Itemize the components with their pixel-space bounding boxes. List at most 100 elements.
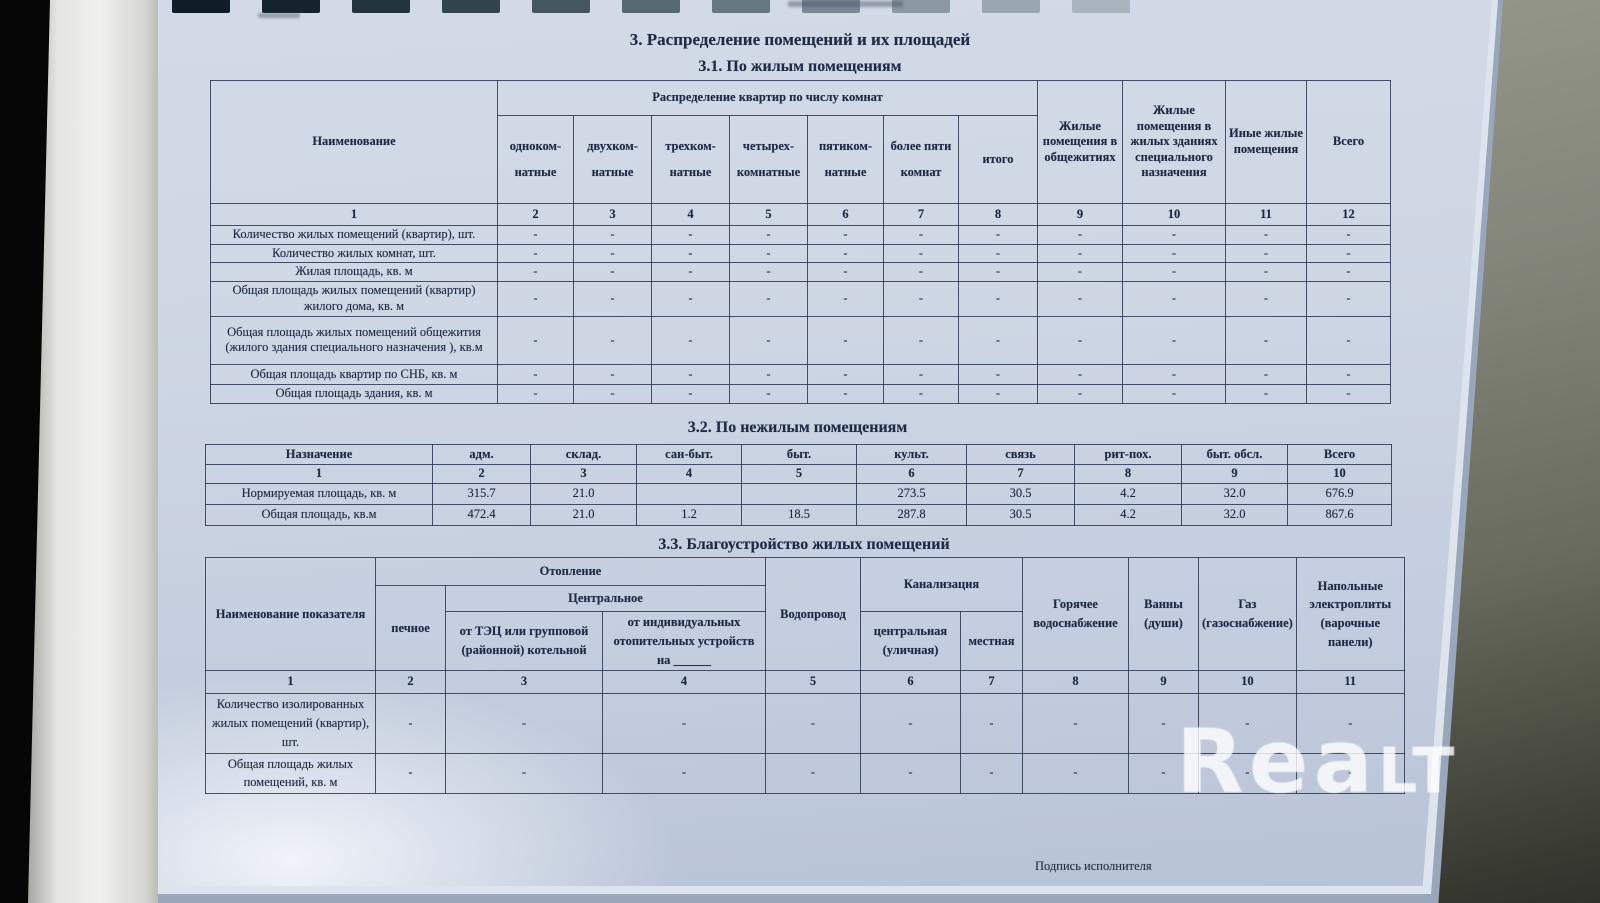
cutoff-cell-box — [532, 0, 590, 13]
data-cell: 32.0 — [1181, 503, 1288, 526]
data-cell: - — [573, 225, 652, 245]
data-cell: - — [1306, 225, 1391, 245]
data-cell: 18.5 — [741, 503, 857, 526]
col-header-cultural: культ. — [856, 444, 967, 465]
table-row: Назначение адм. склад. сан-быт. быт. культ. св… — [205, 444, 1392, 465]
col-header-individual-heating: от индивидуальных отопительных устройств… — [602, 610, 766, 672]
realt-watermark: Realt — [1176, 715, 1459, 808]
header-cell: 11 — [1295, 670, 1405, 695]
table-row: 1 2 3 4 5 6 7 8 9 10 11 — [205, 670, 1405, 695]
header-cell: 7 — [883, 203, 959, 226]
header-cell: 1 — [205, 464, 433, 484]
data-cell: - — [765, 752, 861, 794]
illegible-text-fragment — [788, 1, 903, 7]
data-cell: - — [573, 383, 652, 404]
header-cell: 10 — [1122, 203, 1226, 226]
data-cell: 315.7 — [432, 482, 531, 505]
col-header-chp-boiler: от ТЭЦ или групповой (районной) котельно… — [445, 610, 603, 672]
table-row: Количество жилых комнат, шт. - - - - - - - - - - - — [210, 243, 1391, 264]
data-cell: - — [573, 243, 652, 264]
data-cell: - — [445, 752, 603, 794]
col-header-total: Всего — [1306, 80, 1391, 204]
table-3-3-amenities: Наименование показателя Отопление Водопров… — [205, 556, 1405, 794]
data-cell: - — [1037, 262, 1123, 282]
group-header-heating: Отопление — [375, 557, 766, 586]
data-cell: - — [960, 693, 1023, 754]
watermark-text-right: lt — [1377, 710, 1460, 813]
col-header-dormitory: Жилые помещения в общежитиях — [1037, 80, 1123, 204]
data-cell: 32.0 — [1181, 482, 1288, 505]
data-cell: - — [807, 280, 884, 317]
data-cell: - — [807, 315, 884, 365]
data-cell: - — [958, 383, 1038, 404]
data-cell: - — [729, 262, 808, 282]
header-cell: 6 — [856, 464, 967, 484]
cutoff-cell-box — [712, 0, 770, 13]
header-cell: 3 — [530, 464, 637, 484]
data-cell: 273.5 — [856, 482, 967, 505]
data-cell: - — [1022, 752, 1129, 794]
table-row: Жилая площадь, кв. м----------- — [210, 262, 1391, 282]
data-cell: - — [807, 243, 884, 264]
group-header-room-distribution: Распределение квартир по числу комнат — [497, 80, 1038, 116]
header-cell: 8 — [958, 203, 1038, 226]
table-row: Общая площадь жилых помещений (квартир) … — [210, 280, 1391, 317]
data-cell: - — [960, 752, 1023, 794]
cutoff-cell-box — [442, 0, 500, 13]
watermark-text-left: Rea — [1176, 710, 1378, 813]
data-cell: - — [651, 363, 730, 385]
table-row: Наименование показателя Отопление Водопров… — [205, 556, 1405, 672]
group-header-central-heating: Центральное — [445, 585, 766, 612]
data-cell: - — [651, 262, 730, 282]
col-header-warehouse: склад. — [530, 444, 637, 465]
data-cell: - — [1225, 243, 1307, 264]
table-row: 1 2 3 4 5 6 7 8 9 10 11 12 — [210, 203, 1391, 226]
data-cell: - — [883, 383, 959, 404]
col-header-name: Наименование — [210, 80, 498, 204]
data-cell: - — [1037, 363, 1123, 385]
data-cell: - — [573, 363, 652, 385]
header-cell: 8 — [1022, 670, 1129, 695]
data-cell: - — [1037, 243, 1123, 264]
header-cell: 4 — [651, 203, 730, 226]
col-header-subtotal: итого — [958, 115, 1038, 204]
data-cell: - — [573, 315, 652, 365]
header-cell: 12 — [1306, 203, 1391, 226]
header-cell: 2 — [497, 203, 574, 226]
header-cell: 6 — [860, 670, 961, 695]
col-header-1room: одноком-натные — [497, 115, 574, 204]
data-cell: - — [1225, 225, 1307, 245]
data-cell: - — [497, 262, 574, 282]
cutoff-cell-box — [262, 0, 320, 13]
data-cell: - — [729, 225, 808, 245]
header-cell: 8 — [1074, 464, 1182, 484]
header-cell: 9 — [1037, 203, 1123, 226]
col-header-sanitary: сан-быт. — [636, 444, 742, 465]
data-cell: 4.2 — [1074, 482, 1182, 505]
table32-subtitle: 3.2. По нежилым помещениям — [687, 419, 908, 436]
data-cell: - — [883, 363, 959, 385]
data-cell: 676.9 — [1287, 482, 1392, 505]
col-header-central-street: центральная (уличная) — [860, 610, 961, 672]
row-label: Количество жилых помещений (квартир), шт… — [210, 225, 498, 245]
cutoff-cell-box — [352, 0, 410, 13]
data-cell: - — [1122, 363, 1226, 385]
data-cell: - — [807, 262, 884, 282]
data-cell: - — [1295, 752, 1405, 794]
col-header-local: местная — [960, 610, 1023, 672]
data-cell: - — [375, 693, 446, 754]
data-cell: 867.6 — [1287, 503, 1392, 526]
data-cell: 21.0 — [530, 482, 637, 505]
data-cell: - — [883, 280, 959, 317]
header-cell: 3 — [445, 670, 603, 695]
data-cell: - — [729, 243, 808, 264]
data-cell: 1.2 — [636, 503, 742, 526]
illegible-text-fragment — [258, 13, 300, 18]
data-cell: - — [497, 225, 574, 245]
data-cell: - — [602, 752, 766, 794]
data-cell: - — [497, 383, 574, 404]
data-cell: - — [729, 363, 808, 385]
data-cell: - — [1306, 262, 1391, 282]
group-header-sewerage: Канализация — [860, 557, 1023, 612]
data-cell: 472.4 — [432, 503, 531, 526]
